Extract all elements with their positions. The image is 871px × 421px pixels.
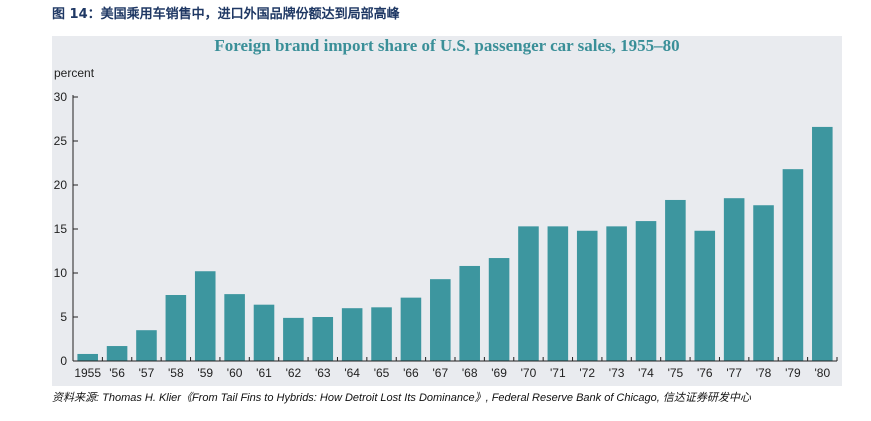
bar: [782, 169, 804, 361]
y-tick-label: 5: [60, 310, 67, 324]
x-tick-label: '57: [139, 366, 155, 380]
x-tick-label: '61: [256, 366, 272, 380]
bar: [576, 230, 598, 361]
x-tick-label: '79: [785, 366, 801, 380]
x-tick-label: '58: [168, 366, 184, 380]
bar: [635, 221, 657, 361]
bar: [77, 353, 98, 361]
x-tick-label: '60: [227, 366, 243, 380]
bar: [194, 271, 216, 361]
bar: [341, 308, 363, 361]
bar: [547, 226, 569, 361]
bar: [812, 126, 833, 361]
y-tick-label: 0: [60, 354, 67, 368]
x-tick-label: '76: [697, 366, 713, 380]
bar: [488, 258, 510, 361]
bar: [723, 198, 745, 361]
y-tick-label: 30: [54, 90, 68, 104]
bar: [518, 226, 539, 361]
x-tick-label: '67: [432, 366, 448, 380]
x-tick-label: '71: [550, 366, 566, 380]
x-tick-label: '63: [315, 366, 331, 380]
x-tick-label: '68: [462, 366, 478, 380]
x-tick-label: '65: [374, 366, 390, 380]
x-tick-label: '64: [344, 366, 360, 380]
y-tick-label: 25: [54, 134, 68, 148]
x-tick-label: '56: [109, 366, 125, 380]
x-tick-label: '77: [726, 366, 742, 380]
x-tick-label: '73: [609, 366, 625, 380]
bar: [694, 230, 716, 361]
x-tick-label: '80: [814, 366, 830, 380]
source-note: 资料来源: Thomas H. Klier《From Tail Fins to …: [52, 392, 751, 404]
x-tick-label: '59: [197, 366, 213, 380]
y-tick-label: 20: [54, 178, 68, 192]
bar: [665, 199, 686, 361]
x-tick-label: '69: [491, 366, 507, 380]
chart-title: Foreign brand import share of U.S. passe…: [214, 36, 680, 55]
x-tick-label: '70: [521, 366, 537, 380]
y-axis-unit-label: percent: [54, 66, 95, 80]
bar: [459, 265, 480, 361]
x-tick-label: '78: [756, 366, 772, 380]
x-tick-label: '66: [403, 366, 419, 380]
x-tick-label: '75: [668, 366, 684, 380]
figure-caption: 图 14：美国乘用车销售中，进口外国品牌份额达到局部高峰: [52, 7, 400, 22]
bar: [106, 346, 128, 361]
bar: [606, 226, 627, 361]
bar: [283, 317, 304, 361]
bar: [753, 205, 774, 361]
bar: [371, 307, 392, 361]
bar: [430, 279, 451, 361]
bar: [312, 317, 334, 361]
bar: [253, 304, 275, 361]
x-tick-label: '74: [638, 366, 654, 380]
bar: [136, 330, 157, 361]
y-tick-label: 15: [54, 222, 68, 236]
bar: [224, 294, 245, 361]
y-tick-label: 10: [54, 266, 68, 280]
x-tick-label: '62: [286, 366, 302, 380]
x-tick-label: '72: [579, 366, 595, 380]
bar: [165, 295, 187, 361]
bar: [400, 297, 422, 361]
x-tick-label: 1955: [74, 366, 101, 380]
